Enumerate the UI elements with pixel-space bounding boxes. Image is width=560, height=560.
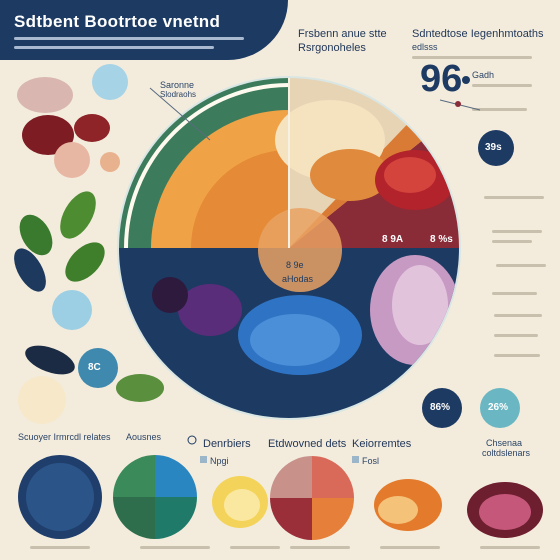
text-line <box>494 314 542 317</box>
stat-circle-small-a-label: 86% <box>430 402 451 413</box>
footnote-line <box>380 546 440 549</box>
footnote-line <box>230 546 280 549</box>
illustration-shallot <box>17 77 73 113</box>
illustration-water-drop <box>92 64 128 100</box>
big-stat-label: Gadh <box>472 70 495 80</box>
illustration-fish <box>25 345 75 375</box>
bottom-heading-4: Etdwovned dets <box>268 438 347 450</box>
bottom-tag-2: Fosl <box>362 456 380 466</box>
bottom-heading-1: Scuoyer Irmrcdl relates <box>18 432 111 442</box>
illustration-leaf <box>19 214 53 256</box>
text-line <box>494 334 538 337</box>
bottom-heading-6b: coltdslenars <box>482 448 531 458</box>
pie-pct-b: 8 %s <box>430 234 453 245</box>
right-heading-a2: Rsrgonoheles <box>298 42 366 54</box>
bottom-heading-3: Denrbiers <box>203 438 251 450</box>
text-line <box>494 354 540 357</box>
text-line <box>492 240 532 243</box>
pie-pct-a: 8 9A <box>382 234 404 245</box>
legend-swatch <box>200 456 207 463</box>
footnote-line <box>30 546 90 549</box>
illustration-red-pepper <box>22 115 74 155</box>
callout-label: Saronne <box>160 80 195 90</box>
legend-swatch <box>352 456 359 463</box>
text-line <box>484 196 544 199</box>
bottom-circle-warm <box>270 456 354 540</box>
illustration-basil <box>116 374 164 402</box>
title-text-line <box>14 37 244 40</box>
bottom-heading-2: Aousnes <box>126 432 162 442</box>
right-heading-b: Sdntedtose Iegenhmtoaths <box>412 28 544 40</box>
text-line <box>492 230 542 233</box>
text-line <box>472 108 527 111</box>
bottom-heading-5: Keiorremtes <box>352 438 412 450</box>
footnote-line <box>480 546 540 549</box>
illustration-water-drop <box>52 290 92 330</box>
pie-center-a: 8 9e <box>286 260 304 270</box>
pie-center-b: aHodas <box>282 274 314 284</box>
bottom-heading-6: Chsenaa <box>486 438 523 448</box>
illustration-peach <box>54 142 90 178</box>
title-banner <box>0 0 288 60</box>
footnote-line <box>140 546 210 549</box>
stat-circle-small-a <box>422 388 462 428</box>
callout-sub: Slodraohs <box>160 90 197 99</box>
stat-circle-top <box>478 130 514 166</box>
right-heading-a: Frsbenn anue stte <box>298 28 387 40</box>
stat-circle-mid-label: 8C <box>88 362 101 373</box>
stat-circle-top-label: 39s <box>485 142 502 153</box>
title-text-line <box>14 46 214 49</box>
bottom-circle-quadrants <box>113 455 197 539</box>
page-title: Sdtbent Bootrtoe vnetnd <box>14 12 221 31</box>
text-line <box>496 264 546 267</box>
text-line <box>472 84 532 87</box>
right-sub-b: edlsss <box>412 42 438 52</box>
stat-circle-small-b <box>480 388 520 428</box>
big-stat-number: 96 <box>420 58 463 100</box>
stat-circle-mid <box>78 348 118 388</box>
text-line <box>412 56 532 59</box>
footnote-line <box>290 546 350 549</box>
bottom-tag-1: Npgi <box>210 456 229 466</box>
text-line <box>492 292 537 295</box>
stat-circle-small-b-label: 26% <box>488 402 509 413</box>
